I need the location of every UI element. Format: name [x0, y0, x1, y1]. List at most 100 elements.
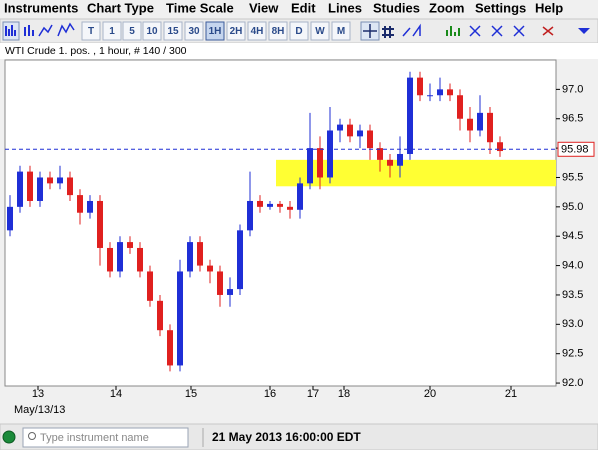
candle-body: [457, 95, 463, 119]
candle-body: [417, 77, 423, 96]
candle-body: [437, 89, 443, 96]
candle-body: [147, 271, 153, 301]
timeframe-label: 4H: [251, 26, 264, 37]
candle-body: [267, 203, 273, 207]
y-tick-label: 94.5: [562, 230, 583, 242]
menu-item[interactable]: Settings: [475, 0, 526, 15]
toolbar-icons-right[interactable]: [360, 21, 590, 41]
menu-item[interactable]: Time Scale: [166, 0, 234, 15]
menu-item[interactable]: Zoom: [429, 0, 464, 15]
candle-body: [407, 77, 413, 154]
timeframe-button[interactable]: [289, 21, 309, 41]
timeframe-label: 8H: [272, 26, 285, 37]
plot-area: [4, 59, 557, 387]
candle-body: [497, 142, 503, 152]
candle-body: [67, 177, 73, 196]
timeframe-button[interactable]: [331, 21, 351, 41]
timeframe-button[interactable]: [247, 21, 267, 41]
candle-body: [117, 242, 123, 272]
candle-body: [57, 177, 63, 184]
timeframe-label: 15: [167, 26, 179, 37]
timeframe-label: 5: [129, 26, 135, 37]
input-placeholder: Type instrument name: [40, 432, 149, 444]
timeframe-button[interactable]: [184, 21, 204, 41]
candle-body: [257, 200, 263, 207]
candle-body: [337, 124, 343, 131]
x-tick-label: 14: [110, 388, 122, 400]
menu-item[interactable]: Lines: [328, 0, 362, 15]
candle-body: [277, 203, 283, 207]
timeframe-button[interactable]: [268, 21, 288, 41]
timeframe-button[interactable]: [142, 21, 162, 41]
x-tick-label: 20: [424, 388, 436, 400]
x-tick-label: 15: [185, 388, 197, 400]
candle-body: [47, 177, 53, 184]
candle-body: [37, 177, 43, 201]
timeframe-button[interactable]: [122, 21, 142, 41]
menu-item[interactable]: Edit: [291, 0, 316, 15]
last-price-label: 95.98: [561, 144, 589, 156]
candle-body: [187, 242, 193, 272]
candle-body: [427, 95, 433, 97]
x-tick-label: 16: [264, 388, 276, 400]
candle-body: [397, 153, 403, 166]
x-tick-label: 17: [307, 388, 319, 400]
toolbar-icons-left[interactable]: [2, 21, 75, 41]
candle-body: [357, 130, 363, 137]
candle-body: [157, 300, 163, 331]
timeframe-button[interactable]: [205, 21, 225, 41]
candle-body: [347, 124, 353, 137]
candle-body: [137, 247, 143, 272]
timeframe-label: M: [337, 26, 345, 37]
instrument-input[interactable]: [22, 427, 189, 448]
candle-body: [7, 206, 13, 231]
candle-body: [27, 171, 33, 201]
candle-body: [327, 130, 333, 178]
candle-body: [167, 330, 173, 366]
candle-body: [107, 247, 113, 272]
candle-body: [367, 130, 373, 149]
candle-body: [287, 206, 293, 210]
timeframe-button[interactable]: [226, 21, 246, 41]
timeframe-button[interactable]: [102, 21, 122, 41]
chart-title: WTI Crude 1. pos. , 1 hour, # 140 / 300: [5, 45, 187, 57]
y-tick-label: 94.0: [562, 259, 583, 271]
candle-body: [217, 271, 223, 295]
menu-item[interactable]: View: [249, 0, 279, 15]
candle-body: [77, 195, 83, 213]
x-tick-label: 21: [505, 388, 517, 400]
y-tick-label: 93.5: [562, 289, 583, 301]
menu-item[interactable]: Chart Type: [87, 0, 154, 15]
timeframe-label: 2H: [230, 26, 243, 37]
menu-item[interactable]: Studies: [373, 0, 420, 15]
menu-item[interactable]: Instruments: [4, 0, 78, 15]
x-tick-label: 13: [32, 388, 44, 400]
candle-body: [87, 200, 93, 213]
timeframe-label: W: [315, 26, 325, 37]
candle-body: [97, 200, 103, 248]
candle-body: [307, 148, 313, 184]
timeframe-button[interactable]: [310, 21, 330, 41]
y-tick-label: 92.5: [562, 348, 583, 360]
y-tick-label: 96.5: [562, 113, 583, 125]
candle-body: [237, 230, 243, 290]
candle-body: [127, 242, 133, 248]
candle-body: [197, 242, 203, 266]
timeframe-label: 30: [188, 26, 200, 37]
timeframe-button[interactable]: [81, 21, 101, 41]
candle-body: [387, 159, 393, 166]
search-icon: [28, 432, 36, 440]
timeframe-label: 1: [109, 26, 115, 37]
y-tick-label: 95.0: [562, 201, 583, 213]
timeframe-label: D: [295, 26, 302, 37]
connection-indicator: [2, 430, 16, 444]
last-price-box: [557, 141, 595, 157]
x-tick-label: 18: [338, 388, 350, 400]
candle-body: [207, 265, 213, 272]
timeframe-label: 10: [146, 26, 158, 37]
timeframe-label: 1H: [209, 26, 222, 37]
timeframe-button[interactable]: [163, 21, 183, 41]
menu-item[interactable]: Help: [535, 0, 563, 15]
status-datetime: 21 May 2013 16:00:00 EDT: [212, 430, 361, 444]
